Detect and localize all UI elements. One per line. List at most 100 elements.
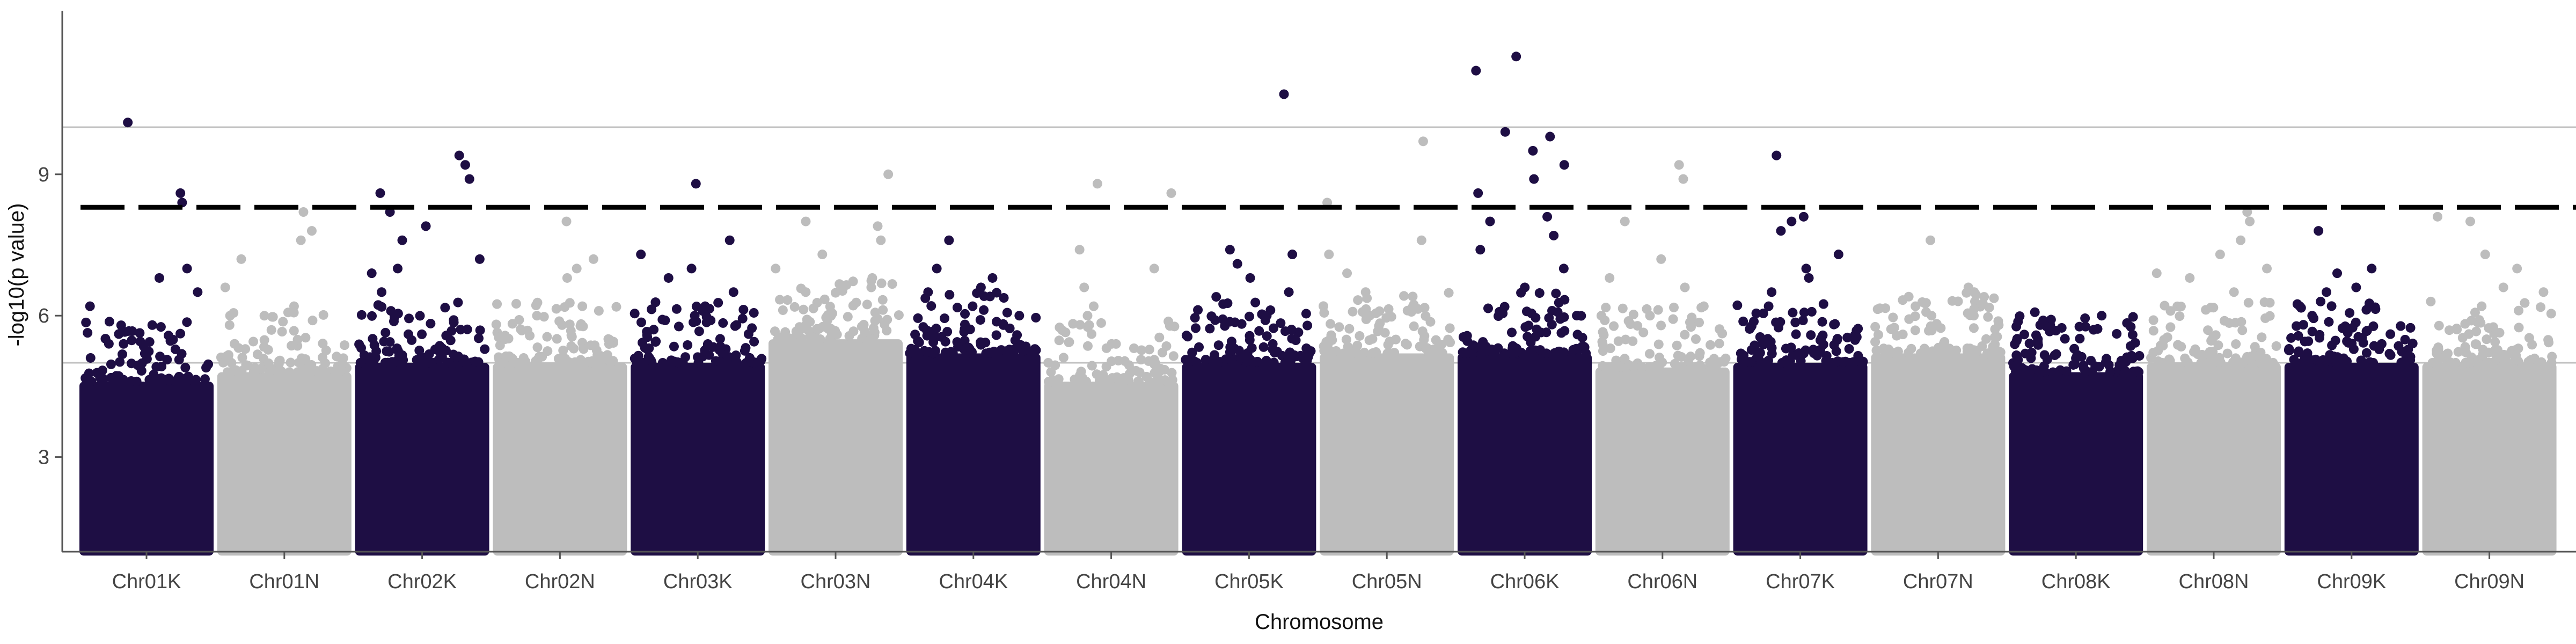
data-point xyxy=(1167,375,1177,385)
data-point xyxy=(1351,348,1361,358)
data-point xyxy=(1855,356,1865,367)
data-point xyxy=(1638,327,1649,338)
data-point xyxy=(771,264,781,274)
data-point xyxy=(2173,340,2183,350)
data-point xyxy=(182,264,192,274)
data-point xyxy=(878,305,888,315)
data-point xyxy=(1776,226,1786,236)
data-point xyxy=(1939,348,1949,358)
data-point xyxy=(2048,367,2058,377)
data-point xyxy=(2271,341,2281,351)
data-point xyxy=(689,317,699,327)
data-point xyxy=(2127,330,2138,340)
data-point xyxy=(566,326,576,336)
data-point xyxy=(2148,326,2158,336)
data-point xyxy=(1732,300,1743,310)
data-point xyxy=(1544,313,1554,323)
data-point xyxy=(1751,346,1761,356)
data-point xyxy=(2203,325,2213,335)
data-point xyxy=(2345,308,2355,318)
x-axis-title: Chromosome xyxy=(1255,610,1384,634)
data-point xyxy=(356,310,367,320)
data-point xyxy=(1279,89,1289,99)
data-point xyxy=(1444,288,1454,298)
data-point xyxy=(1878,343,1889,354)
data-point xyxy=(2019,330,2029,340)
data-point xyxy=(1391,334,1401,345)
data-point xyxy=(542,332,552,342)
data-point xyxy=(647,304,657,314)
data-point xyxy=(2020,348,2030,358)
data-point xyxy=(2012,334,2022,344)
data-point xyxy=(2089,325,2099,335)
data-point xyxy=(1473,188,1483,198)
data-point xyxy=(2246,356,2256,367)
data-point xyxy=(1767,349,1777,359)
data-point xyxy=(1598,327,1608,337)
data-point xyxy=(801,287,811,297)
data-point xyxy=(259,335,269,345)
data-point xyxy=(1258,342,1269,352)
data-point xyxy=(1084,320,1094,330)
data-point xyxy=(1763,301,1774,311)
data-point xyxy=(135,328,145,338)
data-point xyxy=(237,353,247,363)
data-point xyxy=(175,328,186,339)
data-point xyxy=(1043,377,1053,387)
data-point xyxy=(911,348,921,358)
data-point xyxy=(259,311,269,321)
data-point xyxy=(1751,308,1761,318)
data-point xyxy=(2153,357,2163,368)
data-point xyxy=(1213,340,1224,350)
data-point xyxy=(1528,145,1538,156)
data-point xyxy=(492,299,502,309)
point-cluster-Chr02N xyxy=(493,363,627,556)
data-point xyxy=(873,221,883,231)
data-point xyxy=(1475,245,1485,255)
data-point xyxy=(1551,288,1561,298)
data-point xyxy=(275,355,285,365)
x-tick-label-Chr09N: Chr09N xyxy=(2454,570,2524,593)
data-point xyxy=(2228,357,2238,367)
data-point xyxy=(1092,369,1102,379)
y-axis-ticks: 3 6 9 xyxy=(38,164,62,469)
data-point xyxy=(1798,316,1808,326)
data-point xyxy=(1265,305,1276,316)
data-point xyxy=(860,326,870,336)
data-point xyxy=(1932,348,1942,358)
data-point xyxy=(1670,358,1680,369)
data-point xyxy=(154,273,164,283)
data-point xyxy=(2295,301,2305,311)
data-point xyxy=(559,357,569,367)
data-point xyxy=(1254,326,1264,336)
x-axis-ticks: Chr01K Chr01N Chr02K Chr02N Chr03K Chr03N Chr0… xyxy=(112,552,2524,593)
data-point xyxy=(952,303,962,313)
data-point xyxy=(1799,308,1809,318)
data-point xyxy=(292,367,303,377)
data-point xyxy=(669,341,679,352)
data-point xyxy=(2262,264,2272,274)
data-point xyxy=(1695,348,1705,358)
data-point xyxy=(117,349,127,360)
data-point xyxy=(312,366,322,376)
data-point xyxy=(532,311,542,321)
data-point xyxy=(367,311,377,321)
data-point xyxy=(2465,216,2476,226)
data-point xyxy=(2175,311,2185,321)
point-cluster-Chr08N xyxy=(2147,363,2281,556)
data-point xyxy=(1054,335,1064,346)
data-point xyxy=(1983,312,1993,322)
data-point xyxy=(2511,350,2521,361)
data-point xyxy=(1269,323,1279,333)
data-point xyxy=(693,352,703,362)
data-point xyxy=(2498,282,2508,292)
data-point xyxy=(825,302,835,312)
data-point xyxy=(278,317,288,327)
data-point xyxy=(602,350,612,360)
data-point xyxy=(518,357,528,368)
data-point xyxy=(701,312,712,322)
data-point xyxy=(1989,332,2000,342)
data-point xyxy=(1435,348,1445,358)
data-point xyxy=(2457,333,2468,343)
data-point xyxy=(1046,367,1056,377)
